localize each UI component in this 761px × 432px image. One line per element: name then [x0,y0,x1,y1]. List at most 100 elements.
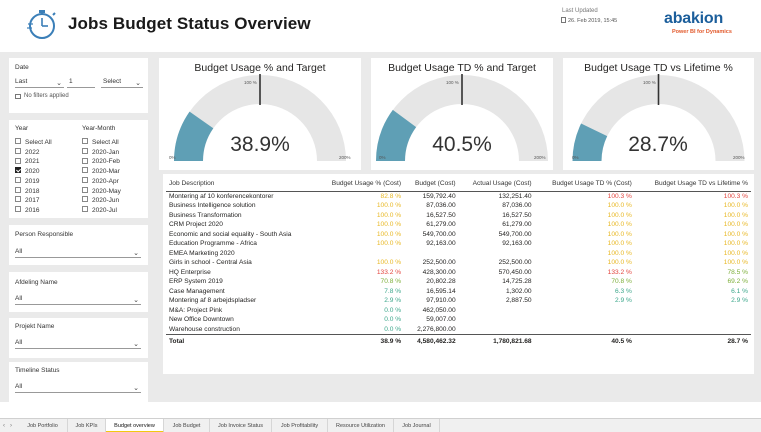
person-dropdown[interactable]: All ⌄ [15,245,141,258]
table-cell: 570,450.00 [498,268,532,276]
table-cell: 428,300.00 [422,268,456,276]
year-month-option[interactable]: 2020-Jun [82,196,119,206]
checkbox[interactable] [15,157,21,164]
checkbox[interactable] [82,147,88,154]
checkbox[interactable] [15,206,21,213]
table-row[interactable]: ERP System 2019 70.8 % 20,802.28 14,725.28 7… [166,277,751,287]
year-month-option[interactable]: 2020-Mar [82,167,120,177]
table-cell: ERP System 2019 [169,278,223,285]
year-option[interactable]: 2020 [15,167,39,177]
table-row[interactable]: Girls in school - Central Asia 100.0 % 252… [166,258,751,268]
table-row[interactable]: Montering af 8 arbejdspladser 2.9 % 97,910… [166,296,751,306]
table-row[interactable]: New Office Downtown 0.0 % 59,007.00 [166,315,751,325]
date-count-input[interactable]: 1 [67,75,95,88]
afdeling-dropdown[interactable]: All ⌄ [15,292,141,305]
table-row[interactable]: Warehouse construction 0.0 % 2,276,800.00 [166,325,751,335]
checkbox[interactable] [15,167,21,174]
table-row[interactable]: HQ Enterprise 133.2 % 428,300.00 570,450.00… [166,268,751,278]
year-month-option-label: 2020-Jul [92,206,117,214]
table-row[interactable]: Montering af 10 konferencekontorer 82.8 %… [166,191,751,201]
checkbox[interactable] [82,167,88,174]
page-tab[interactable]: Job Profitability [272,419,328,432]
table-cell: 159,792.40 [422,192,456,200]
year-month-option[interactable]: Select All [82,138,119,148]
checkbox[interactable] [15,186,21,193]
table-row[interactable]: Case Management 7.8 % 16,595.14 1,302.00 6.3… [166,287,751,297]
year-option[interactable]: 2017 [15,196,39,206]
year-option[interactable]: Select All [15,138,52,148]
date-mode-value: Last [15,78,28,85]
chevron-right-icon[interactable]: › [10,423,12,429]
table-row[interactable]: EMEA Marketing 2020 100.0 % 100.0 % [166,249,751,259]
column-header[interactable]: Budget (Cost) [404,177,459,192]
year-option[interactable]: 2018 [15,186,39,197]
checkbox[interactable] [82,177,88,184]
checkbox[interactable] [15,177,21,184]
table-cell [316,249,404,259]
checkbox[interactable] [15,196,21,203]
column-header[interactable]: Budget Usage TD vs Lifetime % [634,177,751,192]
afdeling-slicer-title: Afdeling Name [15,279,58,286]
table-cell: 100.0 % [376,259,402,266]
person-responsible-slicer: Person Responsible All ⌄ [9,225,148,265]
chevron-left-icon[interactable]: ‹ [3,423,5,429]
column-header[interactable]: Budget Usage TD % (Cost) [534,177,635,192]
chevron-down-icon: ⌄ [133,297,139,304]
table-cell: 100.0 % [607,249,632,257]
year-month-slicer-title: Year-Month [82,125,116,132]
page-tab[interactable]: Budget overview [106,419,164,432]
checkbox[interactable] [82,138,88,145]
year-month-option[interactable]: 2020-Feb [82,157,120,167]
date-unit-dropdown[interactable]: Select ⌄ [101,75,143,88]
year-option[interactable]: 2016 [15,206,39,216]
year-month-option[interactable]: 2020-Apr [82,177,119,187]
table-cell [535,306,635,316]
table-cell [404,249,459,259]
table-cell: Montering af 8 arbejdspladser [169,297,257,304]
table-row[interactable]: Education Programme - Africa 100.0 % 92,16… [166,239,751,249]
year-option[interactable]: 2021 [15,157,39,167]
timeline-dropdown[interactable]: All ⌄ [15,380,141,393]
checkbox[interactable] [82,186,88,193]
date-mode-dropdown[interactable]: Last ⌄ [15,75,64,88]
table-cell: 87,036.00 [426,202,456,209]
year-month-option[interactable]: 2020-Jan [82,147,119,158]
table-cell [459,249,535,259]
table-row[interactable]: CRM Project 2020 100.0 % 61,279.00 61,279.0… [166,220,751,230]
checkbox[interactable] [82,206,88,213]
table-cell: 61,279.00 [426,221,456,228]
table-row[interactable]: Economic and social equality - South Asi… [166,230,751,240]
data-grid: Job Description Budget Usage % (Cost) Budg… [166,177,751,348]
page-tab[interactable]: Resource Utilization [328,419,394,432]
page-tab[interactable]: Job Journal [394,419,440,432]
table-cell: 87,036.00 [502,202,532,209]
checkbox[interactable] [82,196,88,203]
table-row[interactable]: Business Transformation 100.0 % 16,527.50 1… [166,211,751,221]
table-cell: Business Transformation [169,211,242,219]
checkbox[interactable] [15,138,21,145]
table-cell: Case Management [169,287,225,295]
year-month-option-label: 2020-Feb [92,158,120,166]
total-cell: 28.7 % [634,334,751,348]
year-option[interactable]: 2019 [15,177,39,187]
table-row[interactable]: Business Intelligence solution 100.0 % 87,… [166,201,751,211]
year-month-option[interactable]: 2020-Jul [82,206,117,216]
gauge-fill [572,123,608,161]
page-tab[interactable]: Job Budget [164,419,210,432]
projekt-dropdown[interactable]: All ⌄ [15,336,141,349]
column-header[interactable]: Budget Usage % (Cost) [316,177,405,192]
table-cell: 6.3 % [614,287,632,295]
checkbox[interactable] [15,147,21,154]
checkbox[interactable] [82,157,88,164]
page-tab[interactable]: Job KPIs [68,419,106,432]
page-tab-bar: ‹ › Job Portfolio Job KPIs Budget overview… [0,418,761,432]
page-tab[interactable]: Job Portfolio [18,419,68,432]
page-tab[interactable]: Job Invoice Status [210,419,272,432]
column-header[interactable]: Actual Usage (Cost) [458,177,535,192]
column-header[interactable]: Job Description [166,177,317,192]
gauge-card-budget-usage-td: Budget Usage TD % and Target 40.5% 100 %… [371,58,553,170]
table-row[interactable]: M&A: Project Pink 0.0 % 462,050.00 [166,306,751,316]
table-cell: 133.2 % [607,268,632,276]
year-option[interactable]: 2022 [15,147,39,158]
year-month-option[interactable]: 2020-May [82,186,121,197]
